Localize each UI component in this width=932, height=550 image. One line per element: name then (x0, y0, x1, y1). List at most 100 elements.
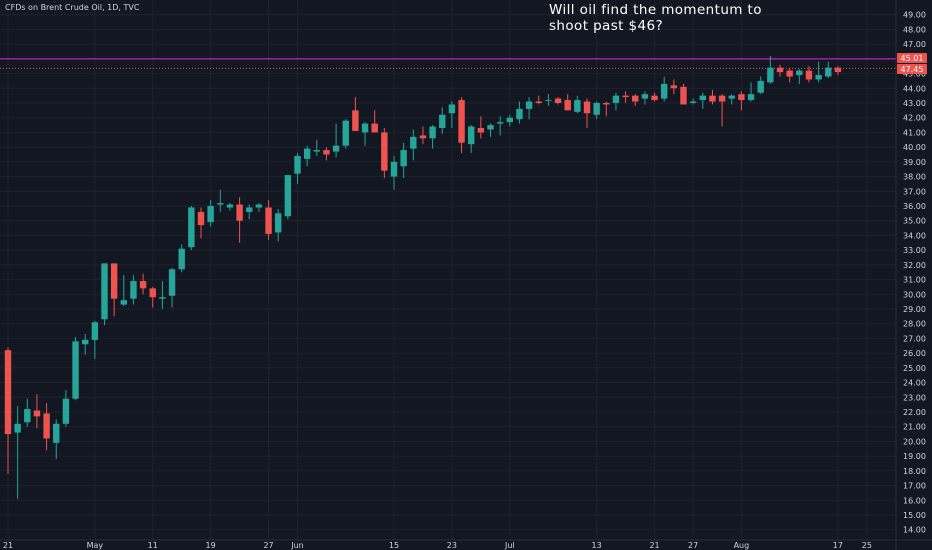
candle-body-up (612, 95, 620, 103)
candle-body-up (390, 161, 398, 177)
candle-body-down (805, 70, 813, 80)
candle-body-up (728, 95, 735, 99)
candle-body-up (294, 155, 301, 174)
candle-body-down (554, 98, 562, 103)
x-tick-label: 23 (447, 541, 457, 550)
y-tick-label: 41.00 (903, 128, 926, 137)
candle-body-up (14, 423, 21, 433)
candle-body-up (284, 175, 292, 217)
x-tick-label: 21 (649, 541, 659, 550)
candle-body-up (226, 204, 234, 208)
y-tick-label: 14.00 (903, 526, 926, 535)
candle-body-up (361, 123, 369, 133)
candle-body-up (525, 101, 533, 109)
time-axis[interactable]: 21 May 11 19 27 Jun 15 23 Jul 13 21 27 Aug 17 25 (0, 539, 932, 550)
candle-body-down (709, 95, 716, 102)
candle-body-down (149, 288, 156, 298)
y-tick-label: 18.00 (903, 467, 926, 476)
candle-body-down (776, 67, 784, 73)
chart-annotation[interactable]: Will oil find the momentum to shoot past… (549, 2, 762, 34)
candle-body-down (834, 67, 842, 73)
candle-body-up (159, 297, 166, 299)
candle-body-up (53, 423, 60, 443)
horizontal-lines (0, 58, 896, 69)
x-tick-label: 13 (592, 541, 602, 550)
candle-body-up (661, 83, 668, 99)
y-tick-label: 37.00 (903, 187, 926, 196)
y-tick-label: 31.00 (903, 276, 926, 285)
candle-body-down (352, 110, 359, 131)
candle-body-up (342, 120, 349, 146)
candle-body-up (410, 136, 417, 149)
candle-body-up (815, 75, 822, 80)
second-price-badge-text: 47.45 (901, 65, 924, 74)
y-tick-label: 22.00 (903, 408, 926, 417)
second-price-badge: 47.45 (897, 64, 927, 74)
candle-body-up (699, 95, 706, 101)
candle-body-up (545, 100, 552, 102)
y-tick-label: 36.00 (903, 202, 926, 211)
candle-body-up (796, 70, 803, 76)
candle-body-up (506, 117, 513, 123)
y-tick-label: 28.00 (903, 320, 926, 329)
candle-body-up (448, 104, 456, 114)
candle-body-up (24, 409, 31, 423)
y-tick-label: 15.00 (903, 511, 926, 520)
candle-body-down (632, 95, 639, 102)
candle-body-up (689, 101, 697, 103)
candle-body-up (101, 263, 108, 320)
candle-body-up (275, 213, 282, 233)
candle-body-up (747, 94, 755, 101)
candle-body-down (381, 132, 388, 171)
candle-body-down (33, 410, 41, 417)
annotation-line-1: Will oil find the momentum to (549, 2, 762, 18)
x-tick-label: 17 (833, 541, 843, 550)
y-tick-label: 45.00 (903, 70, 926, 79)
candle-body-down (323, 150, 330, 155)
candle-body-up (313, 150, 320, 152)
candle-body-up (217, 203, 224, 205)
y-tick-label: 44.00 (903, 84, 926, 93)
x-tick-label: 21 (3, 541, 13, 550)
x-tick-label: 27 (263, 541, 273, 550)
candle-body-down (477, 128, 485, 133)
y-tick-label: 30.00 (903, 290, 926, 299)
candle-body-up (767, 67, 774, 83)
candle-body-up (487, 125, 494, 130)
candle-body-up (120, 300, 127, 305)
y-tick-label: 47.00 (903, 40, 926, 49)
candle-body-down (680, 86, 687, 105)
y-tick-label: 34.00 (903, 231, 926, 240)
second-price-badge-bg (897, 64, 927, 74)
x-tick-label: Aug (734, 541, 750, 550)
candle-body-up (246, 207, 253, 212)
last-price-badge-bg (897, 53, 927, 63)
candle-body-down (564, 100, 571, 111)
candle-body-up (130, 281, 137, 299)
last-price-badge-text: 45.01 (901, 54, 924, 63)
y-tick-label: 23.00 (903, 393, 926, 402)
y-tick-label: 26.00 (903, 349, 926, 358)
y-tick-label: 33.00 (903, 246, 926, 255)
candle-body-down (583, 101, 591, 114)
candle-body-up (439, 114, 446, 129)
y-tick-label: 29.00 (903, 305, 926, 314)
y-tick-label: 20.00 (903, 437, 926, 446)
candle-body-up (188, 207, 195, 248)
candle-body-up (303, 148, 311, 159)
candle-body-down (535, 101, 542, 103)
y-tick-label: 19.00 (903, 452, 926, 461)
candle-body-up (255, 204, 263, 208)
candle-body-down (670, 85, 678, 89)
candle-body-up (332, 145, 340, 152)
candle-body-down (43, 413, 50, 439)
x-tick-label: May (87, 541, 104, 550)
y-tick-label: 38.00 (903, 173, 926, 182)
y-tick-label: 39.00 (903, 158, 926, 167)
y-tick-label: 35.00 (903, 217, 926, 226)
annotation-line-2: shoot past $46? (549, 18, 663, 34)
y-tick-label: 17.00 (903, 482, 926, 491)
symbol-title: CFDs on Brent Crude Oil, 1D, TVC (5, 3, 140, 12)
